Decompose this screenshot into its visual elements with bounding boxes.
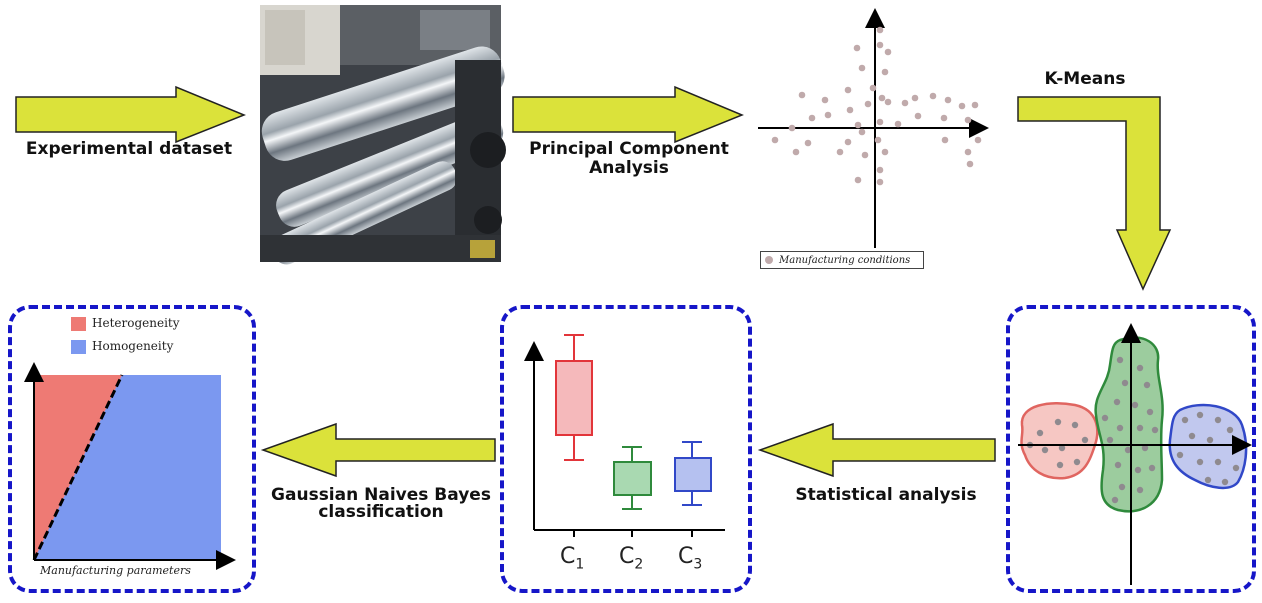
legend-heterogeneity: Heterogeneity	[92, 316, 180, 330]
label-experimental-dataset: Experimental dataset	[25, 139, 233, 159]
boxplot	[524, 334, 725, 537]
arrow-right-1	[15, 85, 247, 144]
label-gnb-line2: classification	[318, 502, 444, 522]
legend-swatch-homogeneity	[71, 340, 86, 354]
legend-homogeneity: Homogeneity	[92, 339, 174, 353]
pca-legend: Manufacturing conditions	[760, 251, 924, 269]
box-c2	[613, 446, 652, 510]
cluster-blue	[1168, 403, 1248, 490]
label-statistical-analysis: Statistical analysis	[795, 485, 977, 505]
label-kmeans: K-Means	[1044, 69, 1126, 89]
classification-plot	[24, 317, 236, 570]
label-gnb-line1: Gaussian Naives Bayes	[271, 485, 491, 505]
category-c3: C3	[678, 544, 703, 573]
pca-legend-text: Manufacturing conditions	[779, 254, 911, 266]
cluster-green	[1094, 336, 1164, 513]
arrow-left-2	[260, 422, 496, 478]
arrow-right-2	[512, 85, 744, 144]
legend-point-icon	[765, 256, 773, 264]
arrow-elbow-down	[1017, 96, 1172, 291]
category-c2: C2	[619, 544, 644, 573]
box-c3	[674, 441, 712, 506]
category-c1: C1	[560, 544, 585, 573]
arrow-left-1	[757, 422, 996, 478]
kmeans-plot	[1018, 323, 1252, 585]
legend-swatch-heterogeneity	[71, 317, 86, 331]
label-pca-line1: Principal Component	[529, 139, 729, 159]
boxplot-box	[500, 305, 752, 593]
kmeans-box	[1006, 305, 1256, 593]
classification-box	[8, 305, 256, 593]
decision-boundary	[32, 374, 124, 561]
pca-scatter	[758, 8, 989, 248]
classification-xlabel: Manufacturing parameters	[40, 564, 191, 577]
box-c1	[555, 334, 593, 461]
machine-photo	[260, 5, 506, 265]
label-pca-line2: Analysis	[589, 158, 669, 178]
